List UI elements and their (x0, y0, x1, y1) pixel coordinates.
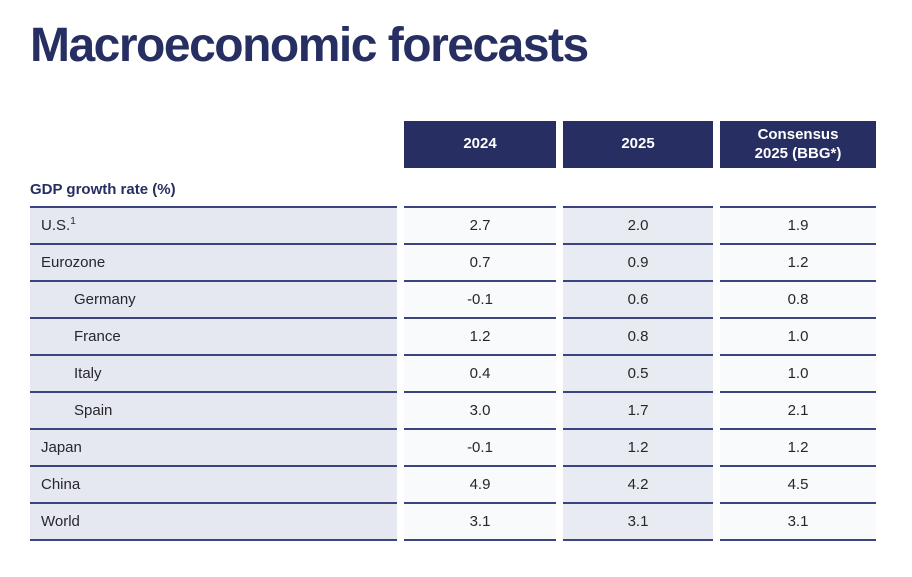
table-row: World 3.1 3.1 3.1 (30, 502, 876, 542)
value-cell: 0.5 (563, 354, 713, 392)
value-cell: 3.1 (720, 502, 876, 542)
value-cell: 2.7 (404, 206, 556, 244)
value-cell: 1.2 (404, 317, 556, 355)
forecast-table: 2024 2025 Consensus 2025 (BBG*) GDP grow… (30, 121, 876, 542)
value-cell: 4.9 (404, 465, 556, 503)
table-row: Japan -0.1 1.2 1.2 (30, 428, 876, 466)
table-row: France 1.2 0.8 1.0 (30, 317, 876, 355)
row-label: U.S.1 (41, 216, 76, 235)
value-cell: 1.2 (720, 243, 876, 281)
value-cell: 1.7 (563, 391, 713, 429)
row-label: Spain (74, 402, 113, 420)
value-cell: 0.8 (563, 317, 713, 355)
column-header-consensus-2025: Consensus 2025 (BBG*) (720, 121, 876, 169)
row-label-cell: Germany (30, 280, 397, 318)
row-label-cell: U.S.1 (30, 206, 397, 244)
row-label: Italy (74, 365, 102, 383)
value-cell: 1.0 (720, 317, 876, 355)
value-cell: 1.2 (720, 428, 876, 466)
row-label: Japan (41, 439, 82, 457)
row-label-cell: Italy (30, 354, 397, 392)
row-label: Germany (74, 291, 136, 309)
column-header-label: Consensus (757, 125, 839, 143)
table-body: U.S.1 2.7 2.0 1.9 Eurozone 0.7 0.9 1.2 G… (30, 206, 876, 542)
value-cell: 3.0 (404, 391, 556, 429)
value-cell: 0.7 (404, 243, 556, 281)
table-header-row: 2024 2025 Consensus 2025 (BBG*) (30, 121, 876, 169)
row-label-cell: France (30, 317, 397, 355)
column-header-2025: 2025 (563, 121, 713, 169)
slide: Macroeconomic forecasts 2024 2025 Consen… (30, 19, 876, 542)
row-label-cell: China (30, 465, 397, 503)
value-cell: 3.1 (563, 502, 713, 542)
table-row: Spain 3.0 1.7 2.1 (30, 391, 876, 429)
column-header-sublabel: 2025 (BBG*) (754, 144, 842, 162)
column-header-label: 2025 (621, 135, 655, 153)
value-cell: -0.1 (404, 428, 556, 466)
row-label-cell: Eurozone (30, 243, 397, 281)
value-cell: 0.4 (404, 354, 556, 392)
table-row: U.S.1 2.7 2.0 1.9 (30, 206, 876, 244)
value-cell: 3.1 (404, 502, 556, 542)
row-label-cell: World (30, 502, 397, 542)
value-cell: 0.9 (563, 243, 713, 281)
row-label: Eurozone (41, 254, 106, 272)
value-cell: 2.0 (563, 206, 713, 244)
header-corner-spacer (30, 121, 397, 168)
table-row: China 4.9 4.2 4.5 (30, 465, 876, 503)
value-cell: 1.2 (563, 428, 713, 466)
value-cell: 4.5 (720, 465, 876, 503)
column-header-2024: 2024 (404, 121, 556, 169)
section-label-gdp-growth-rate: GDP growth rate (%) (30, 181, 176, 199)
table-row: Germany -0.1 0.6 0.8 (30, 280, 876, 318)
value-cell: 0.8 (720, 280, 876, 318)
row-label: France (74, 328, 121, 346)
value-cell: 2.1 (720, 391, 876, 429)
value-cell: 4.2 (563, 465, 713, 503)
row-label-cell: Spain (30, 391, 397, 429)
row-label: World (41, 513, 80, 531)
row-label-cell: Japan (30, 428, 397, 466)
column-header-label: 2024 (463, 135, 497, 153)
value-cell: 1.0 (720, 354, 876, 392)
value-cell: 0.6 (563, 280, 713, 318)
value-cell: 1.9 (720, 206, 876, 244)
table-row: Italy 0.4 0.5 1.0 (30, 354, 876, 392)
page-title: Macroeconomic forecasts (30, 19, 589, 72)
table-row: Eurozone 0.7 0.9 1.2 (30, 243, 876, 281)
value-cell: -0.1 (404, 280, 556, 318)
row-label: China (41, 476, 81, 494)
